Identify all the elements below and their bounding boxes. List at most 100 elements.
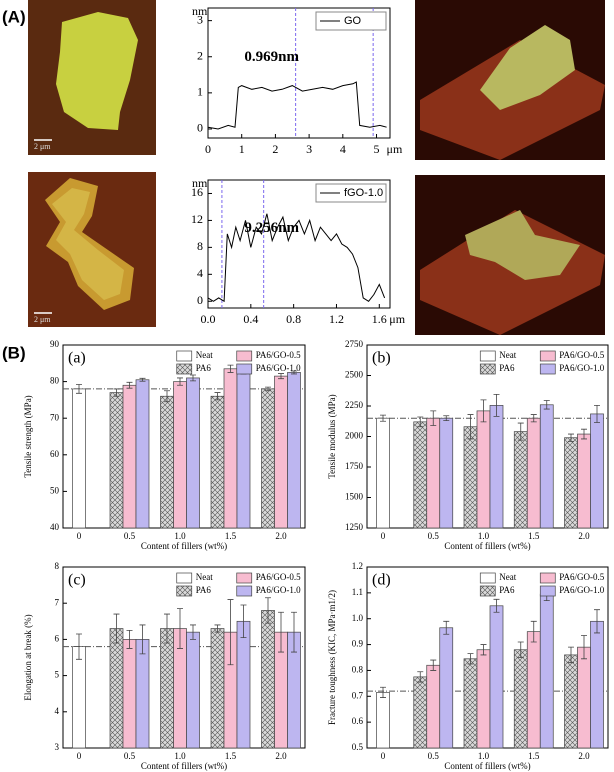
error-bar bbox=[113, 613, 120, 644]
error-bar bbox=[380, 414, 386, 422]
x-tick-label: 0 bbox=[205, 142, 211, 156]
error-bar bbox=[530, 620, 537, 643]
error-bar bbox=[594, 609, 600, 634]
error-bar bbox=[265, 386, 271, 392]
error-bar bbox=[417, 671, 424, 683]
error-bar bbox=[278, 373, 284, 380]
x-tick-label: 2.0 bbox=[578, 531, 590, 541]
legend-swatch bbox=[479, 363, 496, 375]
error-bar bbox=[227, 364, 234, 373]
error-bar bbox=[467, 653, 474, 665]
y-axis-label: Elongation at break (%) bbox=[23, 614, 33, 700]
y-tick-label: 6 bbox=[55, 633, 60, 643]
error-bar bbox=[126, 381, 133, 389]
error-bar bbox=[177, 608, 183, 649]
legend-label: PA6/GO-0.5 bbox=[256, 350, 301, 360]
legend-label: PA6/GO-0.5 bbox=[256, 572, 301, 582]
y-tick-label: 60 bbox=[50, 449, 60, 459]
bar bbox=[173, 381, 187, 529]
panel-label: (b) bbox=[372, 350, 391, 367]
error-bar bbox=[493, 394, 500, 417]
error-bar bbox=[214, 624, 221, 633]
error-bar bbox=[380, 686, 386, 698]
y-tick-label: 80 bbox=[50, 376, 60, 386]
error-bar bbox=[291, 611, 297, 653]
y-tick-label: 0 bbox=[197, 121, 203, 135]
bar bbox=[287, 372, 301, 529]
y-tick-label: 1.1 bbox=[352, 587, 363, 597]
bar bbox=[564, 437, 578, 529]
error-bar bbox=[265, 597, 271, 624]
error-bar bbox=[581, 635, 587, 660]
x-tick-label: 5 bbox=[374, 142, 380, 156]
y-tick-label: 1750 bbox=[345, 461, 364, 471]
legend-label: Neat bbox=[499, 350, 516, 360]
error-bar bbox=[430, 659, 437, 671]
y-tick-label: 7 bbox=[55, 597, 60, 607]
error-bar bbox=[164, 390, 170, 403]
legend-swatch bbox=[176, 350, 193, 362]
error-bar bbox=[126, 629, 133, 649]
bar bbox=[186, 631, 200, 749]
x-tick-label: 1.5 bbox=[225, 751, 237, 761]
bar bbox=[463, 658, 478, 749]
bar bbox=[274, 375, 288, 529]
plot-frame bbox=[207, 7, 391, 139]
legend-swatch bbox=[539, 350, 556, 362]
legend-swatch bbox=[236, 572, 253, 584]
legend-label: GO bbox=[344, 15, 362, 27]
y-tick-label: 3 bbox=[197, 12, 203, 26]
x-tick-label: 1.2 bbox=[329, 312, 344, 326]
x-tick-label: 1 bbox=[239, 142, 245, 156]
legend-label: PA6 bbox=[196, 363, 212, 373]
error-bar bbox=[480, 399, 487, 423]
legend-label: PA6/GO-1.0 bbox=[559, 585, 604, 595]
x-tick-label: 1.0 bbox=[174, 531, 186, 541]
error-bar bbox=[139, 377, 146, 382]
error-bar bbox=[278, 611, 284, 653]
legend-swatch bbox=[539, 585, 556, 597]
bar bbox=[426, 664, 441, 749]
error-bar bbox=[417, 416, 424, 428]
bar bbox=[439, 627, 454, 749]
x-tick-label: 1.0 bbox=[478, 531, 490, 541]
legend-swatch bbox=[236, 585, 253, 597]
y-tick-label: 2750 bbox=[345, 339, 364, 349]
bar bbox=[236, 620, 251, 749]
bar bbox=[526, 631, 541, 749]
y-tick-label: 0.8 bbox=[352, 664, 364, 674]
y-tick-label: 12 bbox=[191, 212, 203, 226]
legend-label: PA6 bbox=[499, 585, 515, 595]
bar bbox=[109, 628, 124, 749]
bar bbox=[376, 692, 390, 749]
annotation: 0.969nm bbox=[244, 49, 299, 65]
x-tick-label: 0.4 bbox=[243, 312, 258, 326]
error-bar bbox=[177, 377, 183, 386]
bar bbox=[539, 404, 554, 529]
x-axis-label: Content of fillers (wt%) bbox=[141, 761, 227, 771]
y-tick-label: 3 bbox=[55, 742, 60, 752]
x-tick-label: 3 bbox=[306, 142, 312, 156]
bar bbox=[489, 405, 504, 529]
bar bbox=[413, 421, 428, 529]
y-axis-unit: nm bbox=[192, 4, 208, 18]
bar bbox=[476, 410, 491, 529]
y-axis-unit: nm bbox=[192, 176, 208, 190]
x-tick-label: 0.0 bbox=[201, 312, 216, 326]
legend-swatch bbox=[176, 585, 193, 597]
legend-swatch bbox=[479, 572, 496, 584]
legend-swatch bbox=[539, 363, 556, 375]
bar bbox=[210, 628, 225, 749]
legend-swatch bbox=[539, 572, 556, 584]
error-bar bbox=[493, 598, 500, 613]
bar bbox=[539, 593, 554, 749]
error-bar bbox=[568, 433, 574, 442]
y-tick-label: 90 bbox=[50, 339, 60, 349]
y-tick-label: 4 bbox=[55, 706, 60, 716]
y-tick-label: 0.7 bbox=[352, 690, 364, 700]
panel-label: (c) bbox=[68, 572, 86, 589]
bar bbox=[577, 646, 591, 749]
bar bbox=[376, 417, 390, 529]
y-tick-label: 0.9 bbox=[352, 639, 364, 649]
